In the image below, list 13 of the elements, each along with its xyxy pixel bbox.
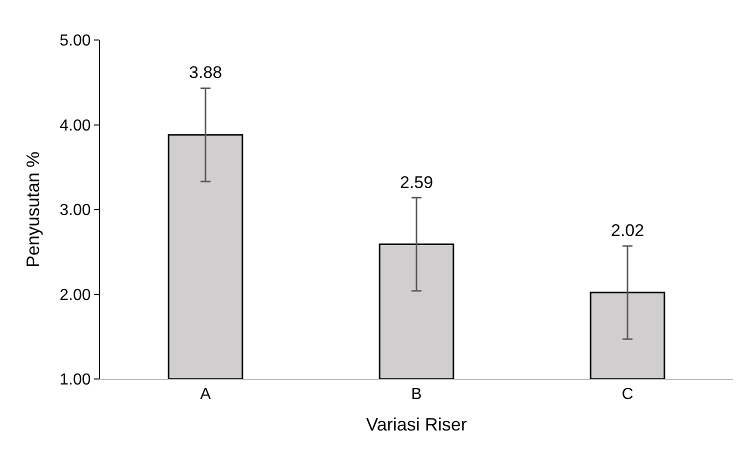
y-tick-label: 1.00 [60,372,91,389]
y-tick-label: 5.00 [60,32,91,50]
data-label: 2.59 [400,173,434,192]
x-tick-label: C [622,386,634,404]
x-axis-title: Variasi Riser [366,414,467,434]
x-tick-label: B [411,386,422,404]
y-tick-label: 4.00 [60,117,91,134]
x-tick-label: A [200,386,212,404]
y-tick-label: 3.00 [60,202,91,220]
y-axis-title: Penyusutan % [22,151,43,268]
data-label: 3.88 [189,63,222,82]
y-tick-label: 2.00 [60,286,91,304]
data-label: 2.02 [611,221,644,240]
